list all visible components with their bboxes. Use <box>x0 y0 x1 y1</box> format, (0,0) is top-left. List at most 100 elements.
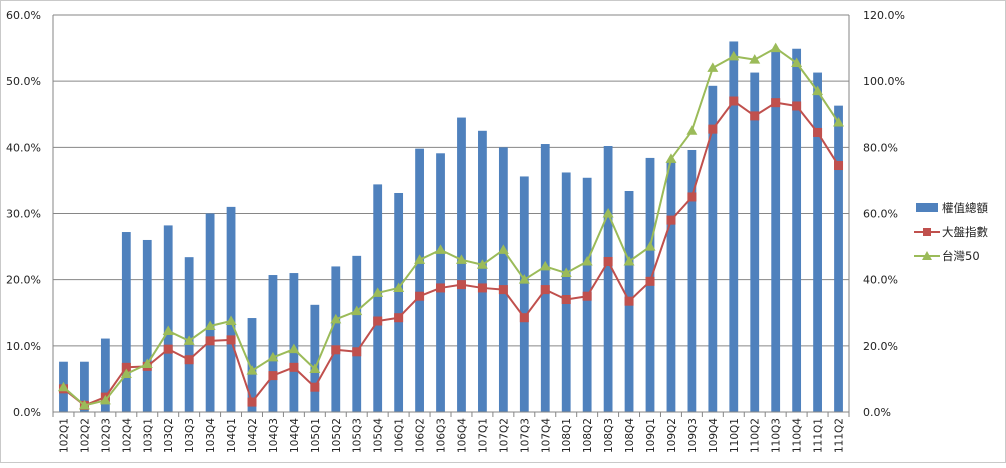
bar <box>792 48 802 413</box>
data-point <box>455 254 467 264</box>
x-tick-label: 102Q1 <box>58 418 70 453</box>
x-tick-label: 102Q3 <box>100 418 112 453</box>
data-point <box>770 42 782 53</box>
data-point <box>686 125 698 135</box>
bar <box>205 213 215 412</box>
data-point <box>247 397 257 407</box>
data-point <box>394 313 404 323</box>
bar <box>415 148 424 412</box>
data-point <box>121 362 131 372</box>
bar <box>729 41 739 412</box>
data-point <box>477 283 487 293</box>
x-tick-label: 102Q4 <box>121 418 133 453</box>
x-tick-label: 104Q4 <box>289 418 301 453</box>
data-point <box>728 50 740 61</box>
bar <box>436 153 445 412</box>
data-point <box>57 381 69 392</box>
x-tick-label: 103Q1 <box>142 418 154 453</box>
data-point <box>729 96 739 106</box>
data-point <box>666 215 676 225</box>
data-point <box>331 345 341 355</box>
data-point <box>226 335 236 345</box>
bar <box>813 72 822 412</box>
data-point <box>415 291 425 301</box>
x-tick-label: 111Q1 <box>813 418 825 453</box>
bar <box>771 49 781 412</box>
y-left-tick-label: 10.0% <box>6 340 41 353</box>
x-tick-label: 104Q1 <box>226 418 238 453</box>
data-point <box>582 291 592 301</box>
data-point <box>414 254 426 264</box>
x-tick-label: 103Q2 <box>163 418 175 453</box>
data-point <box>624 296 634 306</box>
data-point <box>246 365 258 375</box>
bar <box>142 239 152 412</box>
data-point <box>309 363 321 373</box>
y-left-tick-label: 60.0% <box>6 9 41 22</box>
y-right-tick-label: 60.0% <box>863 208 898 221</box>
data-point <box>393 282 405 292</box>
data-point <box>708 124 718 134</box>
bar-series <box>59 41 843 413</box>
data-point <box>99 394 111 405</box>
x-tick-label: 103Q4 <box>205 418 217 453</box>
legend-marker-1 <box>923 228 931 236</box>
legend: 權值總額 大盤指數 台灣50 <box>914 201 988 263</box>
data-point <box>120 368 132 378</box>
bar <box>666 161 676 412</box>
data-point <box>665 153 677 163</box>
x-tick-label: 108Q4 <box>624 418 636 453</box>
x-tick-label: 108Q1 <box>561 418 573 453</box>
data-point <box>141 358 153 369</box>
data-point <box>204 320 216 330</box>
data-point <box>330 313 342 324</box>
bar <box>519 176 529 412</box>
bar <box>373 184 383 412</box>
bar <box>121 232 131 412</box>
data-point <box>834 161 844 171</box>
legend-label-line-2: 台灣50 <box>942 249 980 263</box>
y-left-tick-label: 30.0% <box>6 208 41 221</box>
data-point <box>205 336 215 346</box>
data-point <box>497 244 509 254</box>
data-point <box>373 316 383 326</box>
line-series <box>57 42 845 410</box>
legend-marker-2 <box>922 251 932 260</box>
x-tick-label: 105Q3 <box>352 418 364 453</box>
bar <box>687 149 697 413</box>
bar <box>80 361 89 412</box>
x-tick-label: 106Q4 <box>456 418 468 453</box>
x-tick-label: 110Q2 <box>750 418 762 453</box>
bar <box>708 85 718 412</box>
data-point <box>78 399 90 410</box>
data-point <box>602 208 614 218</box>
data-point <box>540 285 550 295</box>
bar <box>289 273 299 412</box>
data-point <box>372 287 384 297</box>
bar <box>750 72 760 412</box>
y-left-tick-label: 20.0% <box>6 274 41 287</box>
data-point <box>792 101 802 111</box>
x-tick-label: 103Q3 <box>184 418 196 453</box>
data-point <box>163 344 173 354</box>
legend-label-bar: 權值總額 <box>942 201 988 215</box>
bar <box>540 144 550 412</box>
data-point <box>162 325 174 335</box>
data-point <box>225 315 237 326</box>
legend-swatch-bar <box>916 203 938 212</box>
axes: 0.0% 0.0% 10.0% 20.0% 20.0% 40.0% 30.0% 60.0% 40… <box>6 9 905 453</box>
legend-label-line-1: 大盤指數 <box>942 225 988 239</box>
data-point <box>289 362 299 372</box>
y-left-tick-label: 40.0% <box>6 141 41 154</box>
x-tick-label: 102Q2 <box>79 418 91 453</box>
data-point <box>519 313 529 323</box>
x-tick-label: 104Q2 <box>247 418 259 453</box>
data-point <box>288 343 300 354</box>
bar <box>352 255 362 412</box>
x-tick-label: 109Q1 <box>645 418 657 453</box>
data-point <box>267 351 279 362</box>
bar <box>603 146 613 412</box>
x-tick-label: 107Q4 <box>540 418 552 453</box>
